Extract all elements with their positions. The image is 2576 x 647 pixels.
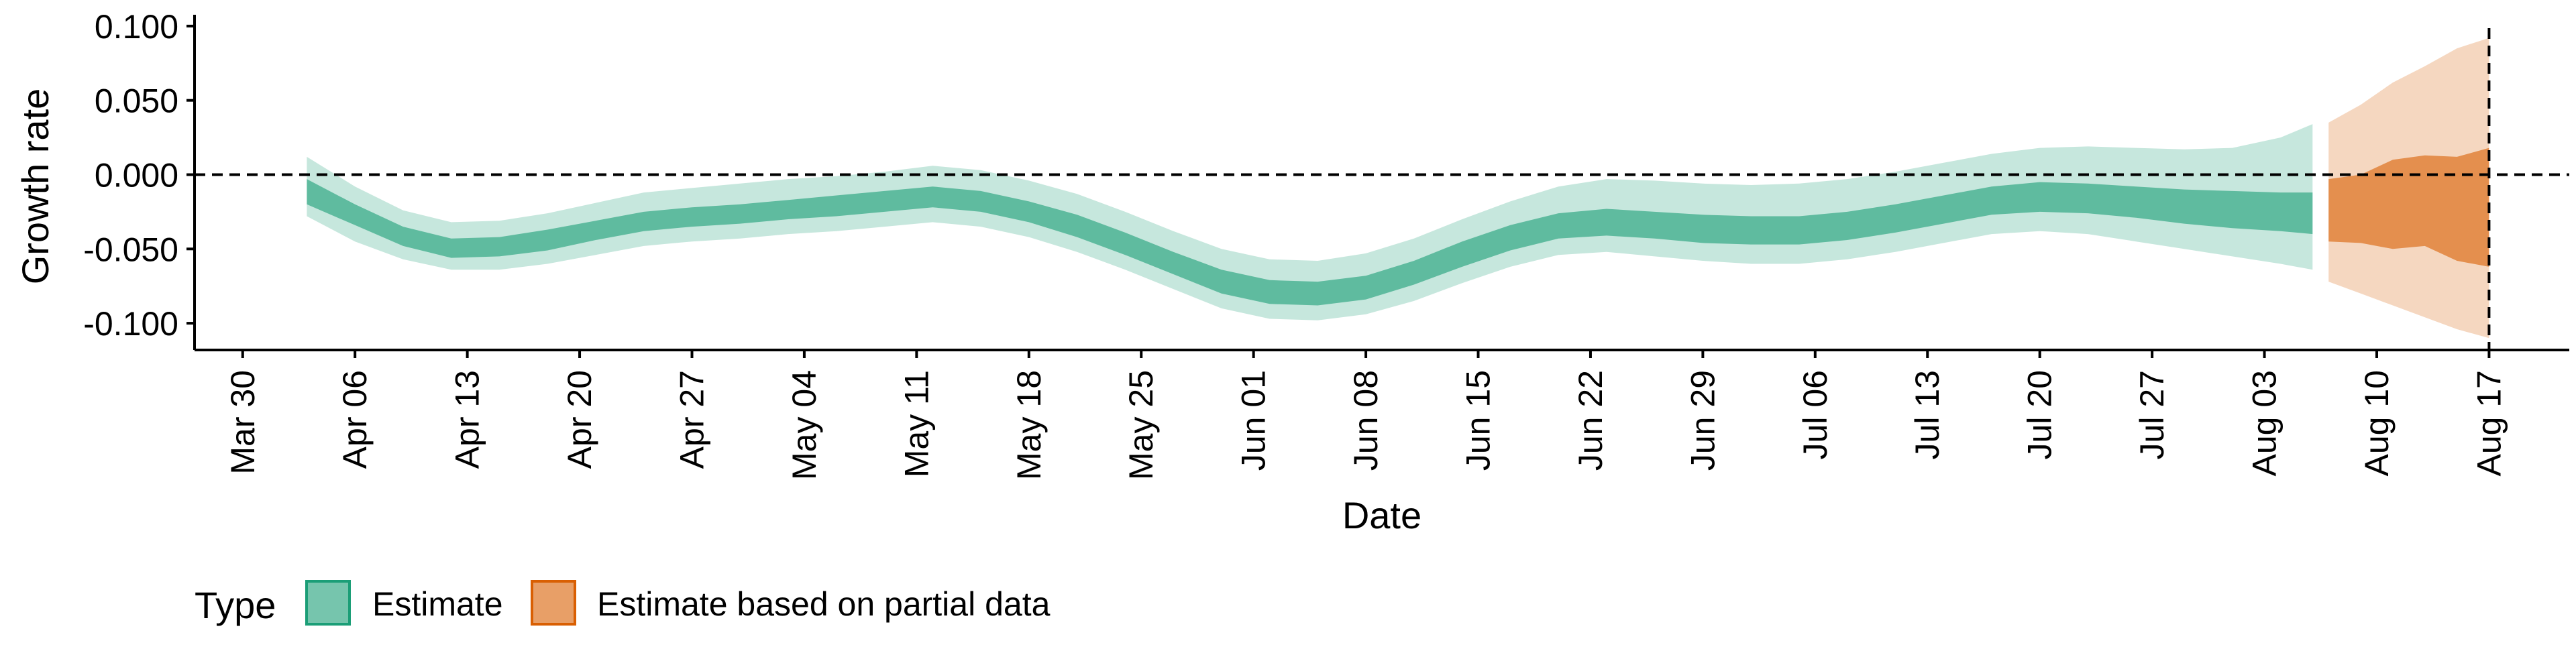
- y-tick-label: 0.000: [95, 156, 178, 194]
- x-tick-label: Apr 06: [336, 370, 374, 469]
- x-tick-label: Jul 27: [2133, 370, 2171, 459]
- x-tick-label: Jun 01: [1235, 370, 1273, 471]
- legend-title: Type: [195, 584, 276, 626]
- x-tick-label: Jul 13: [1909, 370, 1946, 459]
- x-tick-label: Mar 30: [224, 370, 262, 475]
- y-tick-label: 0.100: [95, 8, 178, 46]
- x-tick-label: May 11: [898, 370, 935, 477]
- y-tick-label: -0.100: [83, 305, 178, 343]
- y-tick-label: -0.050: [83, 231, 178, 268]
- x-tick-label: May 25: [1122, 370, 1160, 480]
- legend-swatch-partial-estimate: [531, 580, 576, 626]
- x-tick-label: Aug 03: [2246, 370, 2284, 476]
- x-tick-label: Jun 22: [1572, 370, 1609, 471]
- estimate-band-50: [307, 179, 2313, 306]
- x-axis-title: Date: [1342, 494, 1421, 536]
- y-tick-label: 0.050: [95, 82, 178, 120]
- x-tick-label: May 04: [786, 370, 823, 480]
- legend-swatch-estimate: [305, 580, 351, 626]
- partial-estimate-band-50: [2328, 148, 2489, 267]
- x-tick-label: Jul 06: [1796, 370, 1834, 459]
- x-tick-label: Jun 08: [1347, 370, 1385, 471]
- legend-label-estimate: Estimate: [372, 585, 503, 623]
- x-tick-label: Jun 29: [1684, 370, 1721, 471]
- x-tick-label: Apr 27: [674, 370, 711, 469]
- y-axis-title: Growth rate: [14, 89, 56, 285]
- x-tick-label: May 18: [1010, 370, 1048, 480]
- legend-label-partial-estimate: Estimate based on partial data: [597, 585, 1051, 623]
- x-tick-label: Apr 20: [561, 370, 598, 469]
- x-tick-label: Aug 10: [2358, 370, 2396, 476]
- x-tick-label: Jul 20: [2021, 370, 2059, 459]
- x-tick-label: Jun 15: [1460, 370, 1497, 471]
- x-tick-label: Apr 13: [449, 370, 486, 469]
- legend: Type Estimate Estimate based on partial …: [195, 580, 1051, 626]
- x-tick-label: Aug 17: [2470, 370, 2508, 476]
